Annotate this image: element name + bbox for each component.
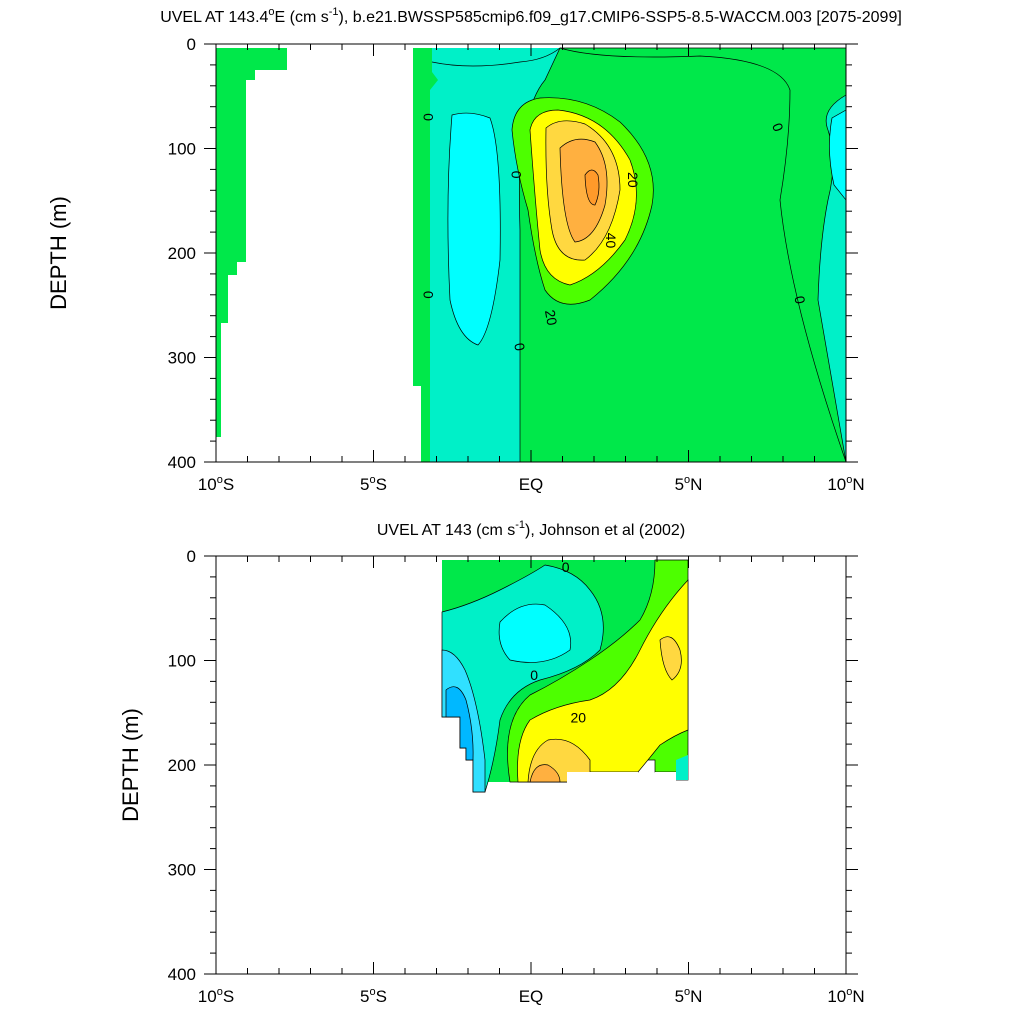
chart-title-bottom: UVEL AT 143 (cm s-1), Johnson et al (200… — [377, 519, 685, 539]
contour-label: 0 — [420, 291, 436, 299]
y-tick-label: 400 — [168, 453, 196, 472]
contour-fill-top — [216, 44, 846, 462]
contour-line — [431, 47, 561, 67]
panel-bottom: UVEL AT 143 (cm s-1), Johnson et al (200… — [118, 519, 865, 1006]
x-tick-label: 10oS — [198, 986, 234, 1006]
contour-label: 0 — [791, 295, 808, 306]
x-tick-label: 10oN — [827, 986, 864, 1006]
y-tick-label: 100 — [168, 140, 196, 159]
panel-top: UVEL AT 143.4oE (cm s-1), b.e21.BWSSP585… — [46, 6, 902, 494]
contour-label: 40 — [603, 233, 619, 249]
contour-label: 20 — [542, 309, 560, 327]
contour-region — [584, 169, 600, 206]
contour-region — [676, 755, 688, 780]
contour-region — [447, 112, 501, 346]
missing-region — [567, 772, 638, 784]
contour-labels-bottom: 0 0 20 — [530, 559, 586, 725]
y-tick-label: 200 — [168, 244, 196, 263]
y-tick-label: 300 — [168, 861, 196, 880]
x-tick-label: EQ — [519, 987, 544, 1006]
y-axis-label-bottom: DEPTH (m) — [118, 708, 143, 822]
contour-label: 0 — [509, 171, 525, 179]
contour-region — [517, 579, 689, 783]
contour-label: 20 — [570, 710, 586, 726]
x-tick-label: EQ — [519, 475, 544, 494]
chart-title-top: UVEL AT 143.4oE (cm s-1), b.e21.BWSSP585… — [160, 6, 902, 26]
x-tick-label: 5oS — [360, 986, 387, 1006]
contour-label: 0 — [420, 113, 436, 121]
x-tick-label: 5oN — [675, 986, 703, 1006]
contour-region — [659, 636, 682, 681]
contour-region — [216, 48, 287, 437]
contour-region — [445, 686, 474, 761]
contour-region — [413, 48, 438, 462]
contour-label: 0 — [511, 342, 528, 353]
contour-fill-bottom — [441, 559, 689, 793]
x-tick-label: 10oN — [827, 474, 864, 494]
y-axis-label-top: DEPTH (m) — [46, 196, 71, 310]
contour-label: 20 — [625, 172, 641, 188]
y-tick-label: 200 — [168, 756, 196, 775]
contour-line — [559, 47, 846, 462]
x-tick-label: 10oS — [198, 474, 234, 494]
contour-region — [529, 764, 561, 783]
x-tick-label: 5oN — [675, 474, 703, 494]
y-tick-label: 100 — [168, 652, 196, 671]
contour-label: 0 — [562, 559, 570, 575]
contour-region — [559, 138, 608, 243]
y-tick-label: 0 — [187, 547, 196, 566]
contour-label: 0 — [530, 667, 538, 683]
y-tick-label: 400 — [168, 965, 196, 984]
y-tick-label: 0 — [187, 35, 196, 54]
y-tick-label: 300 — [168, 349, 196, 368]
x-tick-label: 5oS — [360, 474, 387, 494]
contour-region — [829, 109, 846, 201]
contour-region — [498, 603, 572, 663]
missing-region — [655, 772, 676, 784]
